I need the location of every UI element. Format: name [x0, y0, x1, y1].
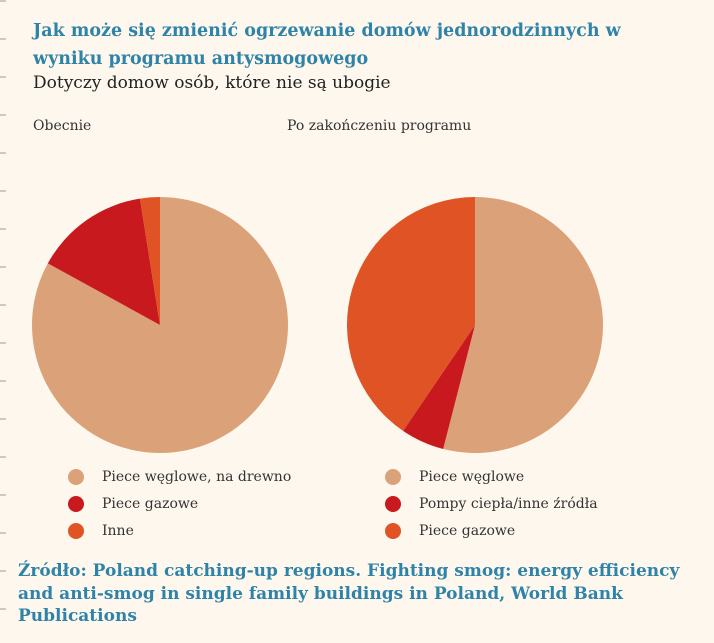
legend-item-current-0: Piece węglowe, na drewno [68, 463, 291, 490]
legend-swatch [68, 495, 84, 512]
legend-swatch [385, 495, 401, 512]
legend-label: Piece węglowe, na drewno [102, 468, 292, 485]
legend-swatch [385, 468, 401, 485]
legend-label: Piece węglowe [419, 468, 525, 485]
pie-slice-current-1 [47, 198, 160, 325]
legend-item-after-2: Piece gazowe [385, 517, 598, 544]
panel-label-after: Po zakończeniu programu [287, 118, 472, 134]
panel-label-current: Obecnie [33, 118, 92, 134]
legend-swatch [68, 468, 84, 485]
legend-item-after-0: Piece węglowe [385, 463, 598, 490]
legend-item-after-1: Pompy ciepła/inne źródła [385, 490, 598, 517]
legend-swatch [68, 522, 84, 539]
legend-item-current-2: Inne [68, 517, 291, 544]
legend-after: Piece węglowe Pompy ciepła/inne źródła Pie… [385, 463, 598, 544]
pie-slice-current-2 [139, 197, 160, 325]
legend-current: Piece węglowe, na drewno Piece gazowe Inne [68, 463, 291, 544]
pie-slice-after-2 [347, 197, 475, 431]
legend-label: Piece gazowe [102, 495, 199, 512]
legend-swatch [385, 522, 401, 539]
legend-item-current-1: Piece gazowe [68, 490, 291, 517]
chart-subtitle: Dotyczy domow osób, które nie są ubogie [33, 73, 391, 93]
pie-slice-after-0 [443, 197, 604, 453]
pie-slice-after-1 [403, 325, 475, 449]
legend-label: Pompy ciepła/inne źródła [419, 495, 598, 512]
legend-label: Piece gazowe [419, 522, 516, 539]
pie-slice-current-0 [32, 197, 288, 454]
legend-label: Inne [102, 522, 134, 539]
source-note: Źródło: Poland catching-up regions. Figh… [18, 561, 680, 626]
chart-title: Jak może się zmienić ogrzewanie domów je… [33, 21, 621, 69]
left-margin-rule [0, 0, 6, 643]
